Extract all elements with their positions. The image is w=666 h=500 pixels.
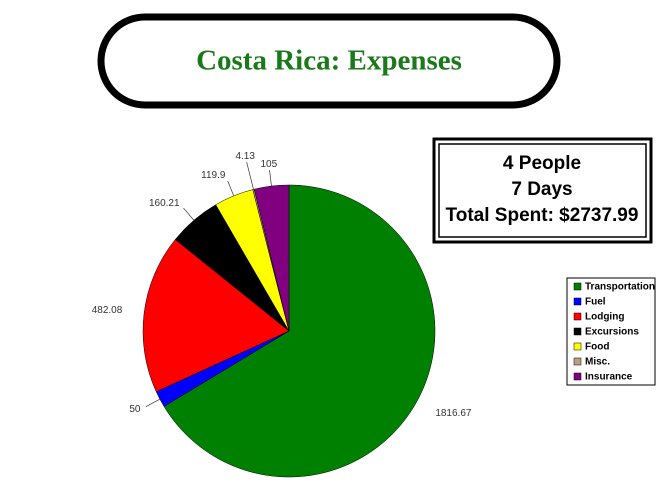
leader-line: [227, 180, 235, 196]
pie-slice: [163, 184, 436, 478]
legend-swatch: [573, 357, 582, 366]
legend-swatch: [573, 342, 582, 351]
legend-label: Misc.: [585, 357, 610, 368]
legend-label: Lodging: [585, 312, 624, 323]
info-line: 7 Days: [511, 179, 572, 200]
data-label: 4.13: [235, 151, 255, 162]
legend-swatch: [573, 282, 582, 291]
legend-swatch: [573, 372, 582, 381]
legend-label: Transportation: [585, 282, 655, 293]
leader-line: [145, 398, 161, 407]
chart-title: Costa Rica: Expenses: [196, 45, 462, 77]
legend-label: Fuel: [585, 297, 606, 308]
legend-frame: [566, 277, 656, 386]
title-frame: [97, 13, 561, 109]
info-line: Total Spent: $2737.99: [446, 205, 639, 226]
data-label: 482.08: [92, 305, 123, 316]
info-frame-inner: [438, 143, 647, 238]
data-label: 105: [260, 159, 277, 170]
leader-line: [246, 162, 254, 190]
legend-swatch: [573, 312, 582, 321]
data-label: 50: [129, 404, 141, 415]
data-label: 1816.67: [435, 408, 472, 419]
legend-label: Excursions: [585, 327, 639, 338]
leader-line: [183, 207, 195, 221]
data-label: 160.21: [149, 198, 180, 209]
legend-swatch: [573, 327, 582, 336]
legend-label: Food: [585, 342, 609, 353]
pie-slice: [142, 239, 290, 393]
info-frame: [432, 137, 653, 244]
info-line: 4 People: [503, 153, 581, 174]
legend-swatch: [573, 297, 582, 306]
legend-label: Insurance: [585, 372, 633, 383]
leader-line: [269, 170, 272, 187]
data-label: 119.9: [201, 170, 226, 181]
pie-slice: [253, 184, 290, 332]
